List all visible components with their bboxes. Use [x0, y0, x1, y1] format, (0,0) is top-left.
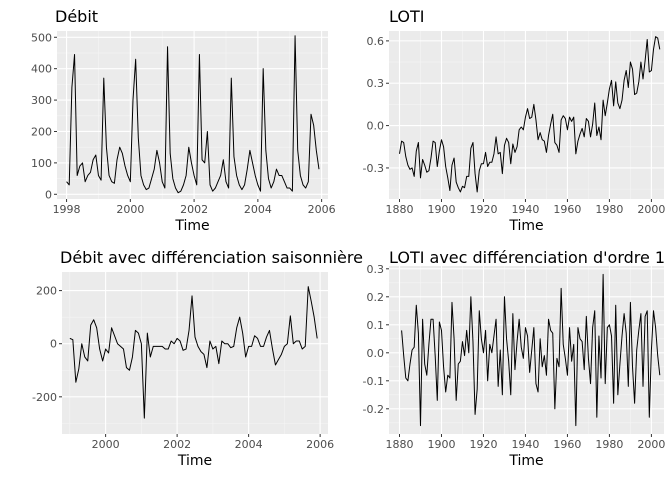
x-tick-label: 1960	[553, 203, 581, 216]
plot-background	[57, 31, 328, 199]
x-tick-label: 1998	[53, 203, 81, 216]
x-tick-label: 2000	[92, 438, 120, 451]
x-axis-title: Time	[508, 453, 543, 469]
panel-title: LOTI avec différenciation d'ordre 1	[389, 248, 665, 267]
y-tick-label: 0.3	[367, 77, 385, 90]
x-tick-label: 1940	[511, 203, 539, 216]
x-tick-label: 2004	[244, 203, 272, 216]
y-tick-label: 0	[45, 188, 52, 201]
series-line	[399, 36, 661, 193]
plot-background	[389, 31, 664, 199]
x-tick-label: 1960	[553, 438, 581, 451]
panel-title: LOTI	[389, 7, 424, 26]
x-tick-label: 2006	[306, 438, 334, 451]
x-tick-label: 2004	[235, 438, 263, 451]
x-tick-label: 2002	[180, 203, 208, 216]
series-line	[401, 273, 661, 427]
x-tick-label: 1900	[427, 438, 455, 451]
x-tick-label: 2006	[308, 203, 336, 216]
y-tick-label: -0.2	[363, 403, 384, 416]
panel-3: Débit avec différenciation saisonnière 20…	[32, 248, 363, 469]
y-tick-label: 500	[31, 31, 52, 44]
y-tick-label: 0.3	[367, 263, 385, 276]
x-tick-label: 2000	[116, 203, 144, 216]
y-tick-label: 0.0	[367, 120, 385, 133]
y-tick-label: -0.1	[363, 375, 384, 388]
x-tick-label: 1980	[595, 438, 623, 451]
panel-1: Débit 1998 2000 2002 2004 2006 0 100 200 300 400 50…	[31, 7, 336, 234]
x-axis-title: Time	[177, 453, 212, 469]
x-tick-label: 1980	[595, 203, 623, 216]
x-tick-label: 1880	[385, 203, 413, 216]
y-tick-label: 100	[31, 157, 52, 170]
x-tick-label: 1900	[427, 203, 455, 216]
plot-background	[62, 272, 328, 434]
x-axis-title: Time	[174, 218, 209, 234]
y-tick-label: 0.6	[367, 35, 385, 48]
y-tick-label: 300	[31, 94, 52, 107]
y-tick-label: -0.3	[363, 162, 384, 175]
x-tick-label: 2002	[163, 438, 191, 451]
y-tick-label: 0.2	[367, 291, 385, 304]
x-tick-label: 2000	[637, 438, 665, 451]
y-tick-label: 0.1	[367, 319, 385, 332]
y-tick-label: 400	[31, 63, 52, 76]
panel-title: Débit avec différenciation saisonnière	[60, 248, 363, 267]
x-tick-label: 1920	[469, 438, 497, 451]
x-axis-title: Time	[508, 218, 543, 234]
y-tick-label: 0	[50, 338, 57, 351]
panel-4: LOTI avec différenciation d'ordre 1 1880 1…	[363, 248, 666, 469]
x-tick-label: 1880	[385, 438, 413, 451]
y-tick-label: -200	[32, 391, 57, 404]
panel-2: LOTI 1880 1900 1920 1940 1960 1980 2000 -0.3 0.0 0…	[363, 7, 666, 234]
x-tick-label: 1920	[469, 203, 497, 216]
y-tick-label: 200	[36, 285, 57, 298]
panel-title: Débit	[55, 7, 98, 26]
y-tick-label: 200	[31, 125, 52, 138]
y-tick-label: 0.0	[367, 347, 385, 360]
x-tick-label: 2000	[637, 203, 665, 216]
series-line	[66, 35, 320, 194]
x-tick-label: 1940	[511, 438, 539, 451]
series-line	[69, 286, 318, 419]
